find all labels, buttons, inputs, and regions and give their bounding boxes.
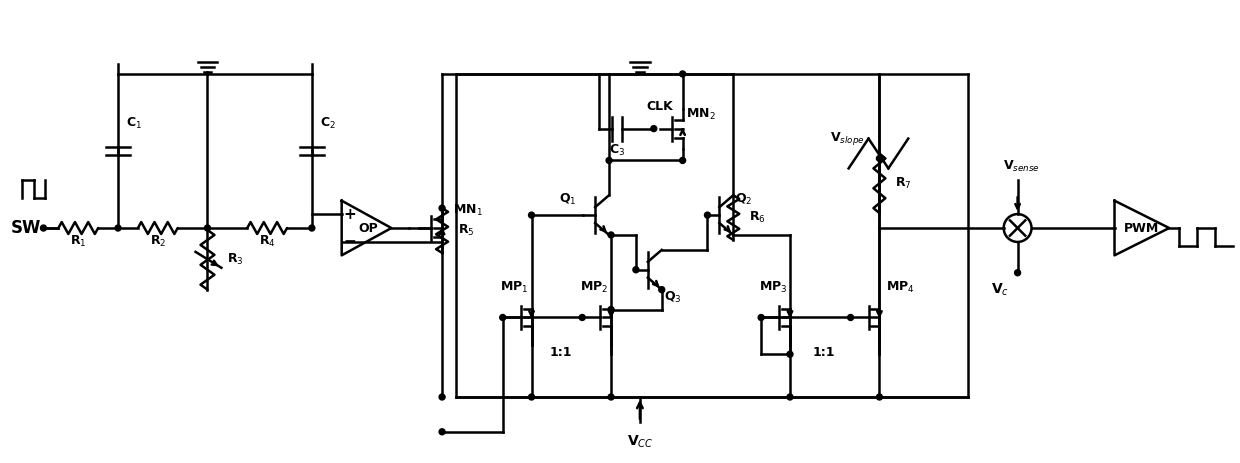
Circle shape [606,157,613,163]
Circle shape [439,205,445,211]
Text: R$_5$: R$_5$ [458,222,475,238]
Circle shape [758,314,764,320]
Text: +: + [343,206,356,222]
Text: R$_4$: R$_4$ [259,234,275,250]
Text: V$_c$: V$_c$ [991,282,1009,298]
Text: PWM: PWM [1125,221,1159,235]
Text: C$_3$: C$_3$ [609,143,625,158]
Text: CLK: CLK [646,100,673,113]
Text: R$_2$: R$_2$ [150,234,166,250]
Text: 1:1: 1:1 [812,346,835,359]
Text: MP$_3$: MP$_3$ [759,280,787,295]
Text: MP$_1$: MP$_1$ [501,280,529,295]
Circle shape [528,212,534,218]
Text: MP$_4$: MP$_4$ [887,280,915,295]
Circle shape [651,125,657,131]
Text: 1:1: 1:1 [549,346,572,359]
Text: R$_1$: R$_1$ [69,234,87,250]
Text: V$_{slope}$: V$_{slope}$ [830,130,864,147]
Circle shape [680,157,686,163]
Text: OP: OP [358,221,378,235]
Circle shape [608,232,614,238]
Circle shape [877,394,883,400]
Text: C$_1$: C$_1$ [126,116,141,131]
Circle shape [528,394,534,400]
Circle shape [115,225,122,231]
Text: SW: SW [10,219,41,237]
Circle shape [1014,270,1021,276]
Text: −: − [343,234,356,250]
Circle shape [787,351,792,357]
Circle shape [608,307,614,313]
Circle shape [309,225,315,231]
Text: MN$_1$: MN$_1$ [453,203,482,218]
Text: Q$_3$: Q$_3$ [663,290,681,305]
Text: V$_{sense}$: V$_{sense}$ [1003,159,1040,174]
Circle shape [704,212,711,218]
Text: Q$_2$: Q$_2$ [735,192,753,207]
Circle shape [439,429,445,435]
Circle shape [632,267,639,273]
Circle shape [658,287,665,293]
Text: R$_7$: R$_7$ [895,176,911,191]
Circle shape [877,156,883,162]
Circle shape [848,314,853,320]
Circle shape [787,394,792,400]
Circle shape [439,394,445,400]
Circle shape [205,225,211,231]
Text: MN$_2$: MN$_2$ [686,107,715,122]
Circle shape [500,314,506,320]
Text: Q$_1$: Q$_1$ [558,192,577,207]
Text: C$_2$: C$_2$ [320,116,336,131]
Text: R$_6$: R$_6$ [749,210,766,225]
Circle shape [608,394,614,400]
Circle shape [680,71,686,77]
Text: R$_3$: R$_3$ [227,252,244,267]
Circle shape [579,314,585,320]
Text: V$_{CC}$: V$_{CC}$ [626,433,653,450]
Circle shape [41,225,46,231]
Text: MP$_2$: MP$_2$ [580,280,609,295]
